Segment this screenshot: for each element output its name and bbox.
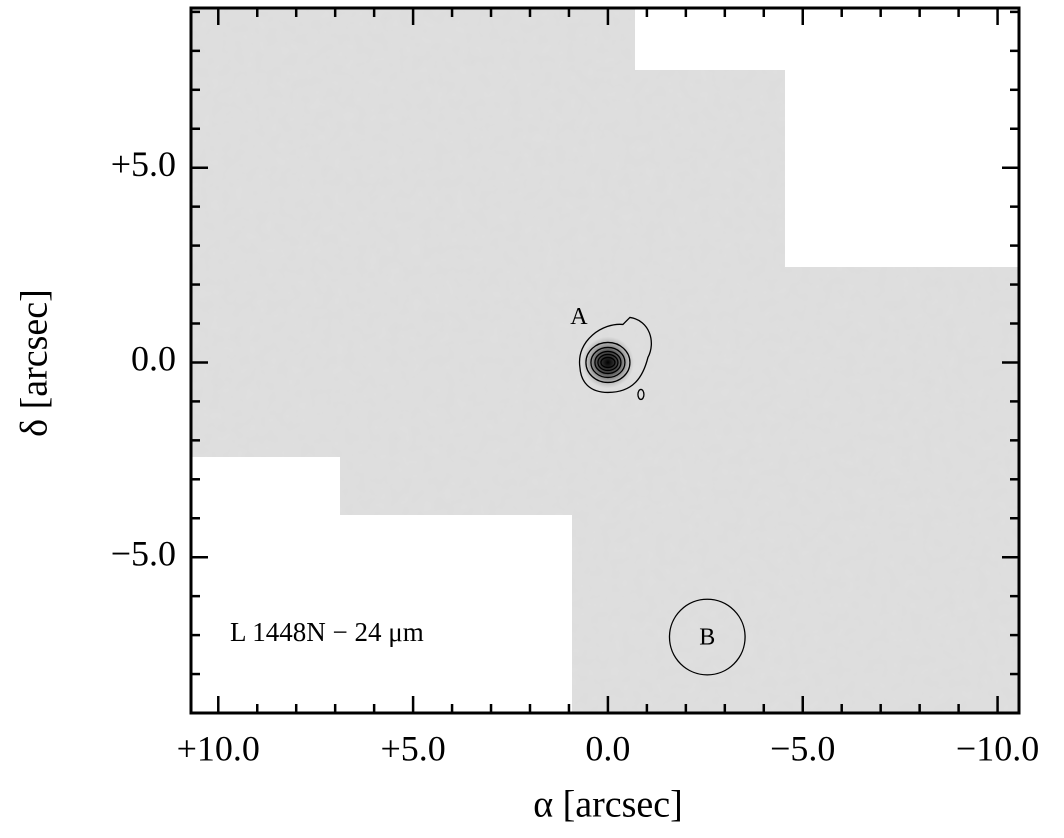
y-tick-label: −5.0 [111,533,176,573]
source-glow [582,336,634,388]
source-label: A [570,304,588,330]
x-tick-label: −10.0 [956,728,1039,768]
x-axis-label: α [arcsec] [533,784,683,826]
x-tick-label: 0.0 [585,728,630,768]
y-axis-label: δ [arcsec] [14,289,56,437]
figure: α [arcsec] δ [arcsec] L 1448N − 24 μm +1… [0,0,1064,838]
x-tick-label: +5.0 [380,728,445,768]
y-tick-label: +5.0 [111,144,176,184]
x-tick-label: +10.0 [177,728,260,768]
source-label: B [699,625,715,651]
annotation: L 1448N − 24 μm [230,617,424,647]
y-tick-label: 0.0 [131,339,176,379]
x-tick-label: −5.0 [770,728,835,768]
